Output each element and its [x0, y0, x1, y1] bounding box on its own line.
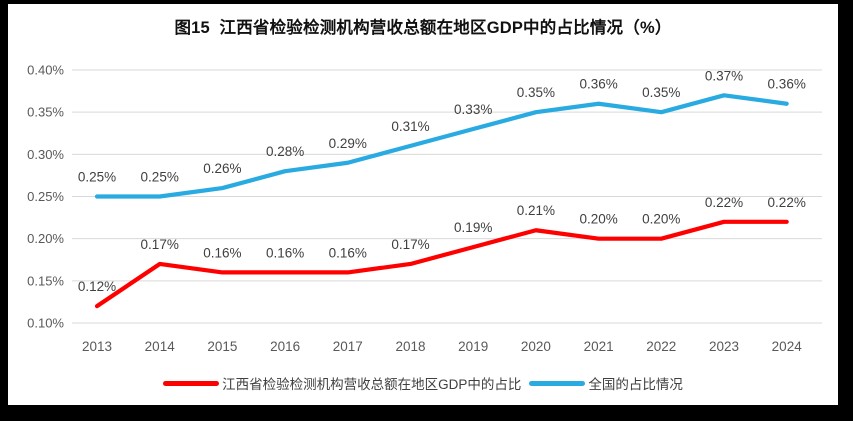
line-chart-plot: 0.10% 0.15% 0.20% 0.25% 0.30% 0.35% 0.40% 2013 2… [27, 63, 822, 354]
x-axis-tick-label: 2023 [709, 339, 739, 354]
data-label: 0.26% [203, 161, 241, 176]
data-label: 0.36% [579, 77, 617, 92]
data-label: 0.31% [391, 119, 429, 134]
data-label: 0.28% [266, 144, 304, 159]
x-axis-tick-label: 2016 [270, 339, 300, 354]
series-line-1 [94, 93, 789, 199]
data-label: 0.25% [141, 170, 179, 185]
data-label: 0.20% [579, 212, 617, 227]
y-axis-tick-label: 0.20% [27, 231, 64, 246]
series-line-0 [94, 219, 789, 309]
x-axis-tick-label: 2015 [207, 339, 237, 354]
data-label: 0.19% [454, 220, 492, 235]
data-label: 0.35% [517, 85, 555, 100]
data-label: 0.20% [642, 212, 680, 227]
data-label: 0.35% [642, 85, 680, 100]
y-axis-tick-label: 0.10% [27, 316, 64, 331]
chart-legend: 江西省检验检测机构营收总额在地区GDP中的占比 全国的占比情况 [8, 372, 838, 394]
data-label: 0.16% [266, 245, 304, 260]
y-axis-tick-label: 0.25% [27, 189, 64, 204]
data-label: 0.12% [78, 279, 116, 294]
data-label: 0.22% [768, 195, 806, 210]
x-axis-tick-label: 2014 [145, 339, 176, 354]
data-label: 0.22% [705, 195, 743, 210]
data-label: 0.16% [329, 245, 367, 260]
x-axis-tick-label: 2017 [333, 339, 363, 354]
x-axis-tick-label: 2018 [395, 339, 425, 354]
data-label: 0.16% [203, 245, 241, 260]
data-label: 0.17% [391, 237, 429, 252]
legend-line-blue [529, 380, 586, 386]
data-label: 0.29% [329, 136, 367, 151]
x-axis-tick-label: 2024 [772, 339, 803, 354]
y-axis-tick-label: 0.40% [27, 63, 64, 78]
data-label: 0.21% [517, 203, 555, 218]
chart-title: 图15 江西省检验检测机构营收总额在地区GDP中的占比情况（%） [174, 19, 672, 37]
x-axis-tick-label: 2013 [82, 339, 112, 354]
x-axis-tick-label: 2020 [521, 339, 551, 354]
x-axis-tick-label: 2021 [584, 339, 614, 354]
data-label: 0.17% [141, 237, 179, 252]
legend-item-jiangxi: 江西省检验检测机构营收总额在地区GDP中的占比 [163, 373, 521, 393]
y-axis-tick-label: 0.15% [27, 273, 64, 288]
data-label: 0.25% [78, 170, 116, 185]
data-label: 0.37% [705, 68, 743, 83]
data-label: 0.36% [768, 77, 806, 92]
x-axis-tick-label: 2019 [458, 339, 488, 354]
legend-line-red [163, 380, 220, 386]
data-label: 0.33% [454, 102, 492, 117]
legend-label-national: 全国的占比情况 [588, 377, 683, 392]
chart-card: 图15 江西省检验检测机构营收总额在地区GDP中的占比情况（%） 0.10% 0.… [8, 4, 838, 405]
legend-label-jiangxi: 江西省检验检测机构营收总额在地区GDP中的占比 [222, 377, 522, 392]
y-axis-tick-label: 0.30% [27, 147, 64, 162]
x-axis-tick-label: 2022 [646, 339, 676, 354]
y-axis-tick-label: 0.35% [27, 105, 64, 120]
legend-item-national: 全国的占比情况 [529, 373, 683, 393]
